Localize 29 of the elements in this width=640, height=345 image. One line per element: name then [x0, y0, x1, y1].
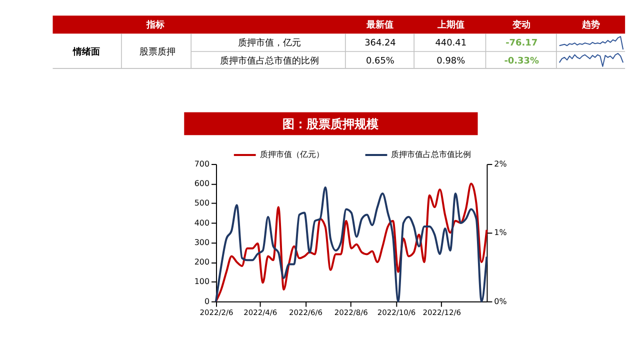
- y-tick-label: 300: [194, 238, 210, 247]
- category-label: 趋势: [581, 20, 600, 31]
- chart-title: 图：股票质押规模: [282, 117, 378, 132]
- y-tick-label: 100: [194, 277, 210, 286]
- text: 股票质押: [139, 46, 176, 58]
- category-label: 变动: [512, 20, 531, 31]
- text: 质押市值，亿元: [238, 38, 302, 49]
- y-tick-label: 600: [194, 179, 210, 188]
- category-label: 上期值: [436, 20, 464, 31]
- y-tick-label: 400: [194, 218, 210, 228]
- text: 质押市值占总市值的比例: [220, 55, 320, 66]
- text: 0.65%: [366, 56, 394, 66]
- text: 0.98%: [436, 56, 466, 66]
- y2-tick-label: 1%: [494, 228, 508, 238]
- y-tick-label: 0: [204, 296, 210, 306]
- text: -0.33%: [504, 56, 539, 66]
- y2-tick-label: 2%: [494, 159, 508, 168]
- category-label: 指标: [145, 20, 164, 31]
- y2-tick-label: 0%: [494, 296, 508, 306]
- legend-label: 质押市值占总市值比例: [391, 150, 472, 160]
- y-tick-label: 700: [194, 159, 210, 168]
- text: 情绪面: [72, 46, 100, 58]
- text: 364.24: [364, 38, 396, 49]
- y-tick-label: 500: [194, 198, 210, 208]
- text: -76.17: [506, 38, 538, 49]
- category-label: 最新值: [366, 20, 394, 31]
- legend-label: 质押市值（亿元）: [260, 150, 324, 160]
- text: 440.41: [435, 38, 467, 49]
- y-tick-label: 200: [194, 258, 210, 267]
